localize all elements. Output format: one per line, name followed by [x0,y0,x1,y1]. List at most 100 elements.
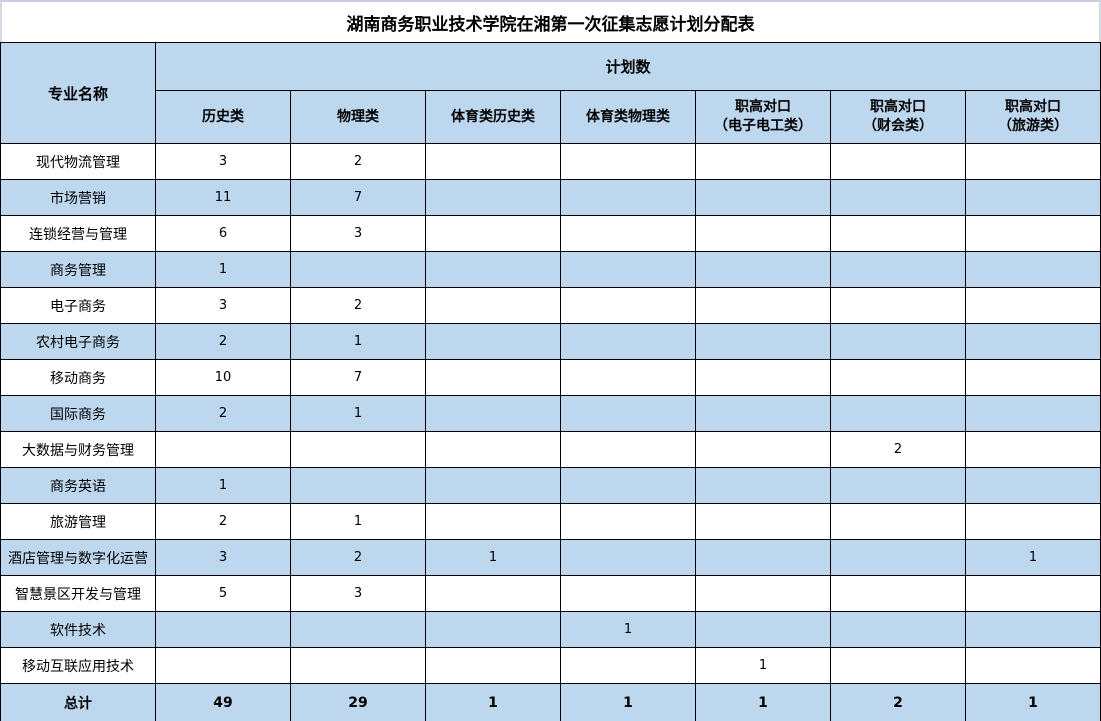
plan-count-cell-voc-finance [830,647,966,684]
plan-count-cell-voc-tourism [964,611,1101,648]
plan-count-cell-voc-finance [830,575,966,612]
plan-count-cell-history: 1 [155,467,291,504]
table-row: 商务管理 1 [0,251,1101,288]
plan-count-cell-voc-finance [830,395,966,432]
table-row: 旅游管理 2 1 [0,503,1101,540]
plan-count-cell-pe-physics [560,503,696,540]
plan-count-cell-voc-tourism [964,503,1101,540]
header-row-categories: 历史类 物理类 体育类历史类 体育类物理类 职高对口 （电子电工类） 职高对口 （财会类）… [1,90,1101,144]
major-name-cell: 大数据与财务管理 [0,431,156,468]
table-footer: 总计 49 29 1 1 1 2 1 [0,683,1101,721]
plan-count-cell-voc-finance [830,503,966,540]
plan-count-cell-voc-finance [830,251,966,288]
plan-count-cell-physics: 7 [290,359,426,396]
plan-count-cell-voc-electronics [695,467,831,504]
major-name-cell: 商务管理 [0,251,156,288]
plan-count-cell-pe-history [425,395,561,432]
plan-count-cell-pe-physics [560,323,696,360]
plan-count-cell-pe-history [425,143,561,180]
plan-count-cell-pe-history [425,287,561,324]
plan-count-cell-pe-physics [560,251,696,288]
major-name-cell: 现代物流管理 [0,143,156,180]
major-name-cell: 旅游管理 [0,503,156,540]
plan-count-cell-history [155,647,291,684]
plan-count-cell-physics [290,431,426,468]
plan-count-cell-voc-electronics [695,359,831,396]
plan-count-cell-voc-electronics [695,503,831,540]
table-row: 酒店管理与数字化运营 3 2 1 1 [0,539,1101,576]
total-cell-history: 49 [155,683,291,721]
plan-count-cell-pe-physics [560,539,696,576]
major-name-cell: 农村电子商务 [0,323,156,360]
column-header-voc-electronics: 职高对口 （电子电工类） [695,90,831,144]
header-row-group: 专业名称 计划数 [0,42,1101,144]
plan-count-cell-pe-history [425,611,561,648]
plan-count-cell-voc-electronics [695,323,831,360]
plan-count-cell-history [155,611,291,648]
plan-count-cell-voc-electronics [695,611,831,648]
plan-count-cell-pe-history [425,359,561,396]
plan-count-cell-voc-tourism [964,287,1101,324]
plan-count-cell-voc-electronics [695,215,831,252]
plan-count-cell-voc-tourism [964,467,1101,504]
plan-count-cell-voc-electronics [695,395,831,432]
plan-count-cell-voc-finance [830,323,966,360]
plan-count-cell-physics: 1 [290,503,426,540]
plan-count-cell-history: 3 [155,539,291,576]
plan-count-cell-voc-finance [830,539,966,576]
plan-count-cell-voc-electronics [695,575,831,612]
plan-count-cell-physics: 2 [290,287,426,324]
total-cell-voc-electronics: 1 [695,683,831,721]
plan-count-cell-voc-tourism [964,647,1101,684]
major-name-cell: 智慧景区开发与管理 [0,575,156,612]
major-name-cell: 市场营销 [0,179,156,216]
plan-count-cell-history: 2 [155,503,291,540]
column-group-header-plan-count: 计划数 [154,42,1101,91]
plan-count-cell-voc-finance [830,611,966,648]
plan-count-cell-history: 3 [155,143,291,180]
plan-count-cell-physics: 2 [290,539,426,576]
plan-count-cell-voc-finance [830,359,966,396]
plan-count-cell-voc-tourism [964,251,1101,288]
plan-count-cell-pe-history [425,575,561,612]
plan-count-cell-voc-tourism: 1 [964,539,1101,576]
table-row: 市场营销 11 7 [0,179,1101,216]
plan-count-cell-pe-physics [560,467,696,504]
column-header-pe-physics: 体育类物理类 [560,90,696,144]
plan-count-cell-voc-finance [830,143,966,180]
plan-count-cell-voc-finance [830,179,966,216]
plan-count-cell-pe-physics [560,575,696,612]
plan-count-cell-history: 2 [155,395,291,432]
plan-count-cell-voc-tourism [964,359,1101,396]
plan-count-cell-physics: 3 [290,575,426,612]
major-name-cell: 连锁经营与管理 [0,215,156,252]
plan-count-cell-physics: 2 [290,143,426,180]
page-title: 湖南商务职业技术学院在湘第一次征集志愿计划分配表 [0,0,1101,42]
table-body: 现代物流管理 3 2 市场营销 11 7 连锁经营与管理 6 3 商务管理 1 电子商务 3 2 农村电子商… [0,143,1101,684]
plan-count-cell-pe-physics [560,431,696,468]
plan-count-cell-pe-history [425,323,561,360]
major-name-cell: 软件技术 [0,611,156,648]
plan-count-cell-history: 5 [155,575,291,612]
plan-count-cell-pe-physics: 1 [560,611,696,648]
plan-count-cell-history: 3 [155,287,291,324]
total-cell-pe-physics: 1 [560,683,696,721]
column-header-history: 历史类 [155,90,291,144]
column-header-voc-finance: 职高对口 （财会类） [830,90,966,144]
plan-count-cell-physics [290,467,426,504]
plan-count-cell-voc-electronics [695,539,831,576]
major-name-cell: 国际商务 [0,395,156,432]
plan-count-cell-voc-tourism [964,179,1101,216]
total-cell-voc-tourism: 1 [964,683,1101,721]
plan-count-cell-physics: 1 [290,323,426,360]
plan-count-cell-physics: 1 [290,395,426,432]
plan-count-cell-voc-tourism [964,431,1101,468]
plan-count-cell-pe-history [425,179,561,216]
plan-count-cell-history: 1 [155,251,291,288]
table-row: 商务英语 1 [0,467,1101,504]
major-name-cell: 移动互联应用技术 [0,647,156,684]
plan-count-cell-physics [290,251,426,288]
table-row: 移动互联应用技术 1 [0,647,1101,684]
plan-count-cell-voc-electronics [695,143,831,180]
